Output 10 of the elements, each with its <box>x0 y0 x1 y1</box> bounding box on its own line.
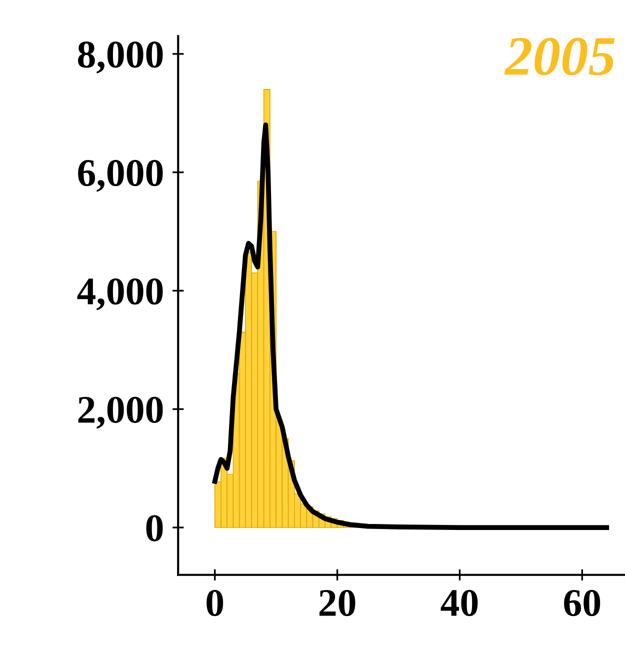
x-tick-label: 40 <box>440 590 478 616</box>
y-tick-label: 0 <box>146 515 163 542</box>
y-tick-label: 4,000 <box>77 278 163 310</box>
y-tick-label: 6,000 <box>78 160 163 192</box>
x-tick-label: 20 <box>319 590 356 616</box>
y-tick-label: 2,000 <box>78 396 163 429</box>
chart-title: 2005 <box>504 38 615 76</box>
x-tick-label: 60 <box>564 590 600 616</box>
x-tick-label: 0 <box>206 590 224 616</box>
y-tick-label: 8,000 <box>78 42 163 74</box>
